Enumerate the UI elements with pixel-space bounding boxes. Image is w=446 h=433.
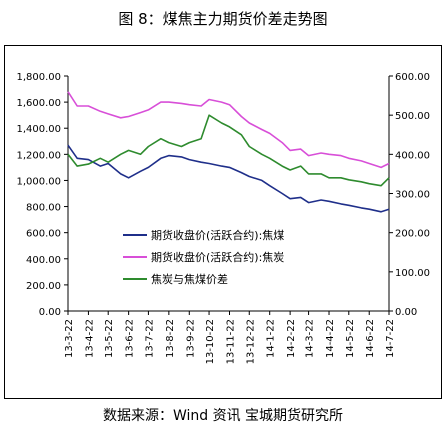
chart-svg: 0.00 200.00 400.00 600.00 800.00 1,000.00 1,20… [16,72,430,364]
y-left-tick-label: 200.00 [26,281,61,292]
x-tick-label: 13-9-22 [185,319,196,358]
axes: 0.00 200.00 400.00 600.00 800.00 1,000.00 1,20… [16,72,430,364]
y-right-tick-label: 300.00 [395,190,430,201]
y-left-tick-label: 1,600.00 [16,98,61,109]
x-tick-label: 13-4-22 [84,319,95,358]
y-right-tick-label: 200.00 [395,229,430,240]
y-left-tick-label: 1,000.00 [16,176,61,187]
x-tick-label: 14-1-22 [266,319,277,358]
x-tick-label: 13-7-22 [144,319,155,358]
x-tick-label: 13-3-22 [64,319,75,358]
y-right-tick-label: 400.00 [395,150,430,161]
y-right-tick-label: 600.00 [395,72,430,83]
legend-label-3: 焦炭与焦煤价差 [151,272,228,286]
series-line-2 [67,91,390,169]
y-left-tick-label: 1,800.00 [16,72,61,83]
x-tick-label: 14-3-22 [305,319,316,358]
x-tick-label: 13-5-22 [104,319,115,358]
y-left-tick-label: 400.00 [26,255,61,266]
y-left-tick-label: 1,400.00 [16,124,61,135]
series-lines [67,91,390,213]
x-tick-label: 13-8-22 [165,319,176,358]
y-right-tick-label: 500.00 [395,111,430,122]
series-line-1 [67,144,390,213]
x-tick-label: 14-4-22 [325,319,336,358]
x-tick-label: 14-5-22 [345,319,356,358]
x-tick-label: 13-12-22 [245,319,256,364]
y-left-tick-label: 0.00 [39,307,61,318]
source-note: 数据来源：Wind 资讯 宝城期货研究所 [102,408,344,424]
y-right-tick-label: 0.00 [395,307,417,318]
x-tick-label: 13-10-22 [205,319,216,364]
chart-title: 图 8：煤焦主力期货价差走势图 [118,10,328,28]
x-tick-label: 14-7-22 [385,319,396,358]
series-line-3 [67,114,390,187]
legend-label-2: 期货收盘价(活跃合约):焦炭 [151,250,284,264]
x-tick-label: 13-6-22 [125,319,136,358]
y-left-tick-label: 1,200.00 [16,150,61,161]
x-tick-label: 14-2-22 [286,319,297,358]
y-left-tick-label: 600.00 [26,229,61,240]
y-right-tick-label: 100.00 [395,268,430,279]
chart-frame: 0.00 200.00 400.00 600.00 800.00 1,000.00 1,20… [4,45,442,399]
y-left-tick-label: 800.00 [26,203,61,214]
legend-label-1: 期货收盘价(活跃合约):焦煤 [151,228,284,242]
x-tick-label: 14-6-22 [365,319,376,358]
x-tick-label: 13-11-22 [225,319,236,364]
